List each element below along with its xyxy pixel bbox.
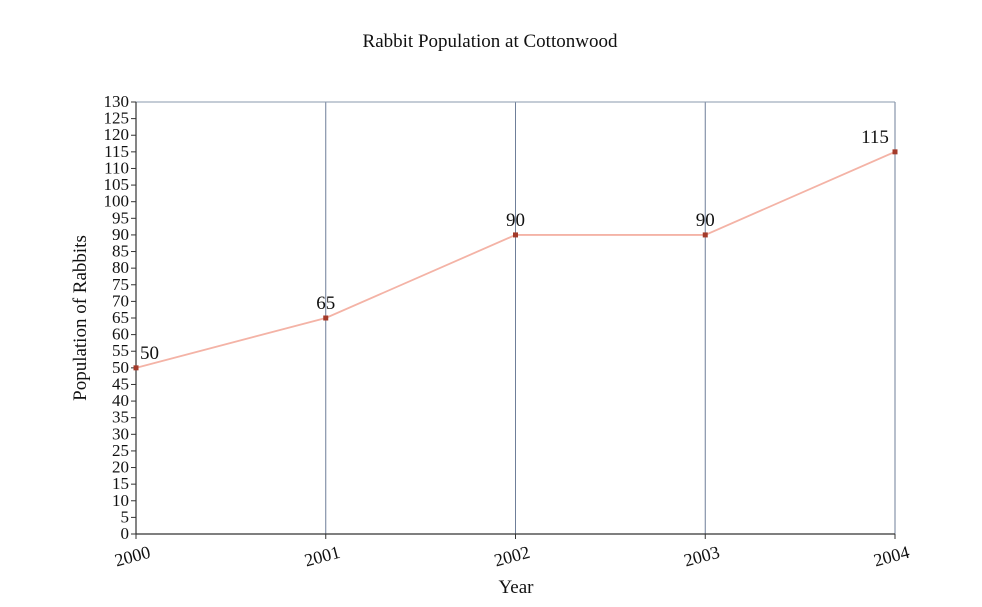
data-point-2003 bbox=[702, 232, 708, 238]
y-tick-label: 15 bbox=[112, 474, 129, 493]
y-tick-label: 115 bbox=[104, 142, 129, 161]
y-tick-label: 20 bbox=[112, 458, 129, 477]
y-tick-label: 100 bbox=[104, 192, 130, 211]
data-label: 115 bbox=[861, 127, 889, 148]
x-tick-labels: 2000 2001 2002 2003 2004 bbox=[112, 534, 911, 571]
y-tick-label: 95 bbox=[112, 208, 129, 227]
data-point-2000 bbox=[133, 365, 139, 371]
y-tick-label: 110 bbox=[104, 158, 129, 177]
y-axis-label: Population of Rabbits bbox=[70, 235, 91, 401]
y-tick-label: 90 bbox=[112, 225, 129, 244]
y-tick-label: 55 bbox=[112, 341, 129, 360]
data-label: 65 bbox=[316, 293, 335, 314]
x-tick-label: 2002 bbox=[492, 542, 532, 571]
data-point-2004 bbox=[892, 149, 898, 155]
x-tick-label: 2000 bbox=[112, 542, 152, 571]
gridlines bbox=[325, 102, 896, 534]
y-tick-label: 25 bbox=[112, 441, 129, 460]
y-tick-label: 65 bbox=[112, 308, 129, 327]
y-tick-label: 30 bbox=[112, 424, 129, 443]
y-tick-label: 5 bbox=[121, 507, 130, 526]
chart-title: Rabbit Population at Cottonwood bbox=[363, 31, 618, 52]
y-tick-label: 60 bbox=[112, 325, 129, 344]
y-tick-label: 75 bbox=[112, 275, 129, 294]
y-tick-label: 125 bbox=[104, 109, 130, 128]
x-tick-label: 2001 bbox=[302, 542, 342, 571]
data-label: 50 bbox=[140, 343, 159, 364]
data-label: 90 bbox=[696, 210, 715, 231]
y-tick-label: 85 bbox=[112, 242, 129, 261]
y-tick-label: 120 bbox=[104, 125, 130, 144]
y-tick-label: 10 bbox=[112, 491, 129, 510]
y-tick-label: 0 bbox=[121, 524, 130, 543]
y-tick-label: 50 bbox=[112, 358, 129, 377]
y-tick-label: 130 bbox=[104, 92, 130, 111]
x-tick-label: 2004 bbox=[871, 542, 911, 571]
y-tick-label: 40 bbox=[112, 391, 129, 410]
y-tick-label: 105 bbox=[104, 175, 130, 194]
y-tick-labels: 0510152025303540455055606570758085909510… bbox=[104, 92, 136, 543]
y-tick-label: 70 bbox=[112, 291, 129, 310]
x-tick-label: 2003 bbox=[682, 542, 722, 571]
data-label: 90 bbox=[506, 210, 525, 231]
data-series bbox=[133, 149, 898, 371]
data-point-2002 bbox=[513, 232, 518, 238]
y-tick-label: 80 bbox=[112, 258, 129, 277]
y-tick-label: 35 bbox=[112, 408, 129, 427]
x-axis-label: Year bbox=[498, 577, 534, 598]
data-labels: 50 65 90 90 115 bbox=[140, 127, 889, 364]
y-tick-label: 45 bbox=[112, 374, 129, 393]
data-point-2001 bbox=[323, 315, 329, 321]
